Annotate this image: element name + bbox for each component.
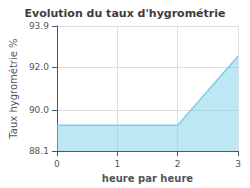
svg-text:3: 3 (235, 159, 241, 169)
svg-text:1: 1 (114, 159, 120, 169)
svg-text:heure par heure: heure par heure (102, 173, 193, 184)
svg-text:2: 2 (175, 159, 181, 169)
svg-text:88.1: 88.1 (29, 146, 49, 156)
svg-text:92.0: 92.0 (29, 62, 49, 72)
svg-text:Taux hygrométrie %: Taux hygrométrie % (8, 38, 19, 139)
svg-text:0: 0 (54, 159, 60, 169)
svg-text:93.9: 93.9 (29, 21, 49, 31)
svg-text:Evolution du taux d'hygrométri: Evolution du taux d'hygrométrie (25, 7, 226, 20)
svg-text:90.0: 90.0 (29, 105, 49, 115)
